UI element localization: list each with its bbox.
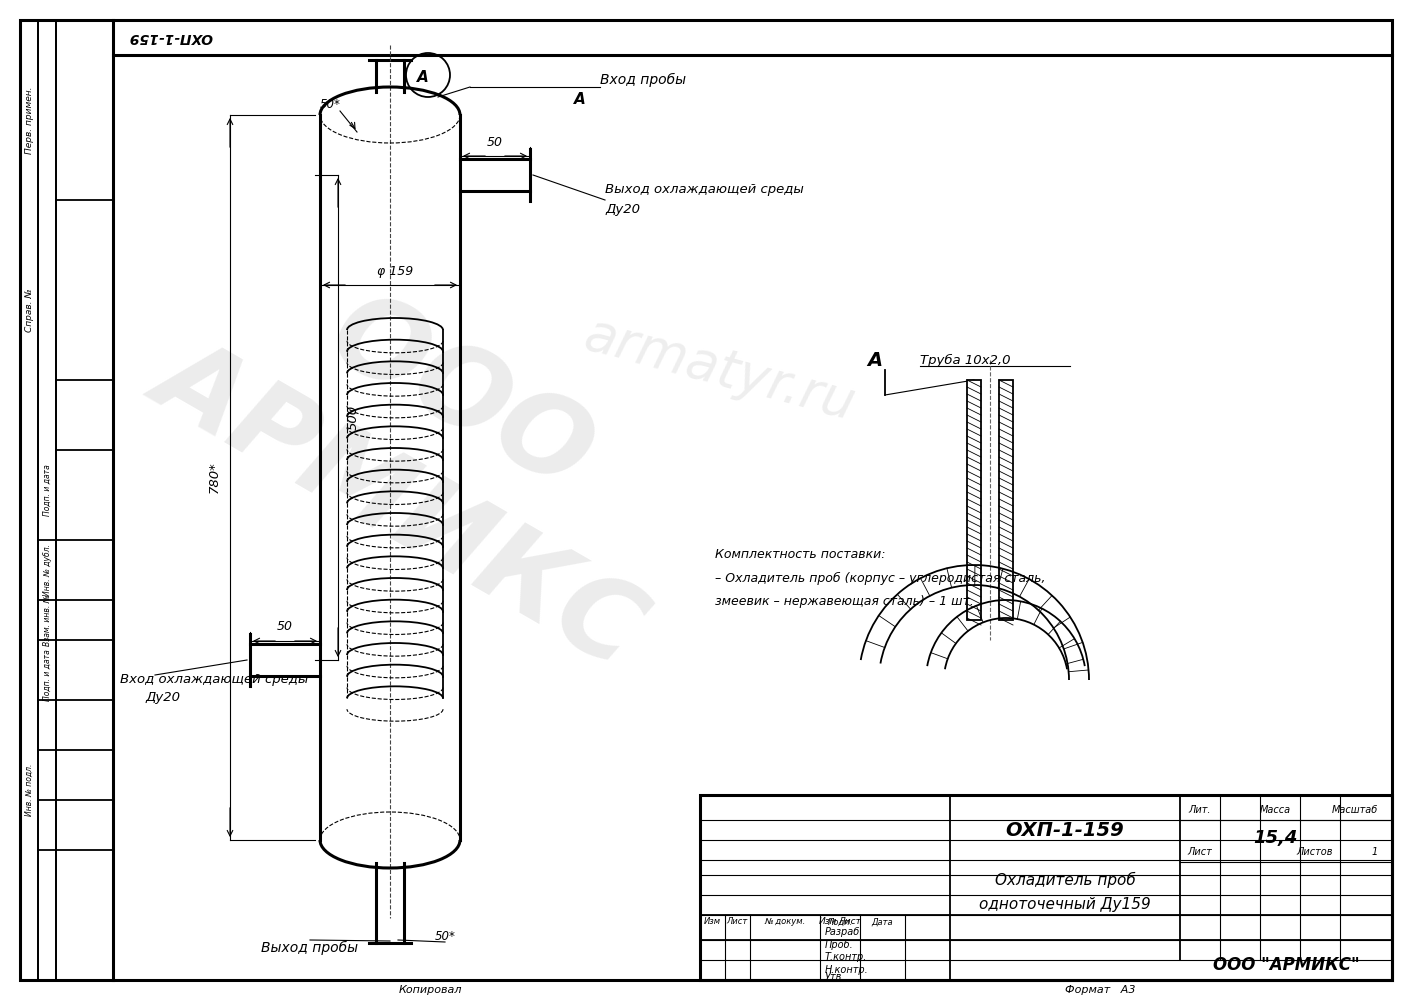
Text: Инв. № подл.: Инв. № подл. <box>24 764 34 816</box>
Text: № докум.: № докум. <box>764 918 806 926</box>
Text: Листов: Листов <box>1296 847 1333 857</box>
Text: Труба 10х2,0: Труба 10х2,0 <box>921 353 1011 367</box>
Text: Подп. и дата: Подп. и дата <box>42 649 51 701</box>
Text: 500: 500 <box>346 405 360 430</box>
Bar <box>20 20 38 980</box>
Text: Охладитель проб: Охладитель проб <box>994 872 1135 888</box>
Text: ООО "АРМИКС": ООО "АРМИКС" <box>1213 956 1360 974</box>
Text: ОХП-1-159: ОХП-1-159 <box>128 30 212 44</box>
Text: Лист: Лист <box>837 918 861 926</box>
Text: ООО
АРМИКС: ООО АРМИКС <box>137 214 723 686</box>
Text: Проб.: Проб. <box>825 940 854 950</box>
Text: Взам. инв. №: Взам. инв. № <box>42 594 51 646</box>
Text: φ 159: φ 159 <box>377 264 414 277</box>
Text: Инв. № дубл.: Инв. № дубл. <box>42 544 51 596</box>
Text: Формат   А3: Формат А3 <box>1065 985 1135 995</box>
Bar <box>1000 380 1012 620</box>
Text: Масштаб: Масштаб <box>1332 805 1378 815</box>
Bar <box>38 20 56 980</box>
Text: Масса: Масса <box>1260 805 1291 815</box>
Text: Выход пробы: Выход пробы <box>261 941 359 955</box>
Text: Вход охлаждающей среды: Вход охлаждающей среды <box>120 674 308 686</box>
Text: Изм: Изм <box>703 918 720 926</box>
Text: 50*: 50* <box>319 99 340 111</box>
Text: Утв.: Утв. <box>825 972 846 982</box>
Text: Дата: Дата <box>871 918 892 926</box>
Bar <box>56 20 113 980</box>
Text: А: А <box>417 70 429 85</box>
Text: armatyr.ru: armatyr.ru <box>579 309 861 431</box>
Text: Изм: Изм <box>819 918 837 926</box>
Text: змеевик – нержавеющая сталь) – 1 шт.: змеевик – нержавеющая сталь) – 1 шт. <box>714 594 974 607</box>
Text: 50: 50 <box>277 620 294 634</box>
Text: Н.контр.: Н.контр. <box>825 965 868 975</box>
Text: Выход охлаждающей среды: Выход охлаждающей среды <box>604 184 803 196</box>
Text: Перв. примен.: Перв. примен. <box>24 86 34 154</box>
Text: Подп.: Подп. <box>827 918 853 926</box>
Text: Разраб.: Разраб. <box>825 927 863 937</box>
Text: Справ. №: Справ. № <box>24 288 34 332</box>
Bar <box>967 380 981 620</box>
Bar <box>700 795 1392 980</box>
Text: ОХП-1-159: ОХП-1-159 <box>1005 820 1124 840</box>
Text: Т.контр.: Т.контр. <box>825 952 867 962</box>
Text: Лит.: Лит. <box>1189 805 1211 815</box>
Text: Лист: Лист <box>1187 847 1213 857</box>
Text: А: А <box>867 351 882 369</box>
Text: 780*: 780* <box>208 462 220 493</box>
Text: 50*: 50* <box>435 930 456 944</box>
Text: 50: 50 <box>487 135 503 148</box>
Text: одноточечный Ду159: одноточечный Ду159 <box>979 898 1151 912</box>
Text: Вход пробы: Вход пробы <box>600 73 686 87</box>
Text: 1: 1 <box>1372 847 1378 857</box>
Text: Лист: Лист <box>726 918 747 926</box>
Text: 15,4: 15,4 <box>1252 829 1298 847</box>
Text: Комплектность поставки:: Комплектность поставки: <box>714 548 885 562</box>
Text: Подп. и дата: Подп. и дата <box>42 464 51 516</box>
Text: А: А <box>575 93 586 107</box>
Text: Ду20: Ду20 <box>145 692 179 704</box>
Text: Копировал: Копировал <box>398 985 462 995</box>
Text: – Охладитель проб (корпус – углеродистая сталь,: – Охладитель проб (корпус – углеродистая… <box>714 571 1045 585</box>
Text: Ду20: Ду20 <box>604 204 640 217</box>
